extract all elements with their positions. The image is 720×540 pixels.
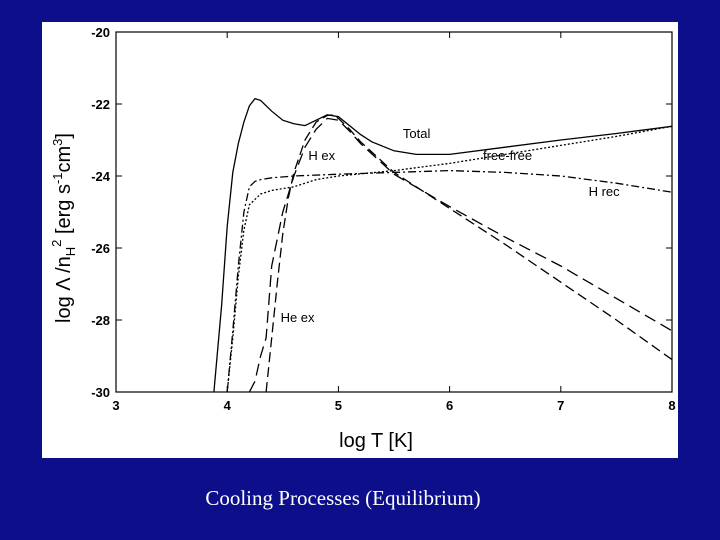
y-tick-label: -20 <box>91 25 110 40</box>
x-axis-label: log T [K] <box>339 430 413 452</box>
y-tick-label: -22 <box>91 97 110 112</box>
series-h-rec <box>226 169 672 392</box>
series-free-free <box>226 125 672 392</box>
series-h-ex <box>265 114 672 392</box>
y-tick-label: -24 <box>91 169 111 184</box>
annotation-h-rec: H rec <box>589 184 621 199</box>
plot-border <box>115 31 673 393</box>
chart-panel: 3 4 5 6 7 8 -30 -28 -26 -24 -22 -20 Total H ex free-f… <box>42 22 678 458</box>
annotation-free-free: free-free <box>483 148 532 163</box>
y-tick-label: -30 <box>91 385 110 400</box>
x-tick-label: 5 <box>335 398 342 413</box>
annotation-total: Total <box>403 126 431 141</box>
series-he-ex <box>248 117 672 392</box>
plot-frame <box>115 31 673 393</box>
cooling-chart: 3 4 5 6 7 8 -30 -28 -26 -24 -22 -20 Total H ex free-f… <box>49 25 676 452</box>
y-tick-label: -28 <box>91 313 110 328</box>
x-tick-label: 8 <box>668 398 675 413</box>
slide-caption: Cooling Processes (Equilibrium) <box>205 486 481 510</box>
x-tick-label: 4 <box>224 398 232 413</box>
x-tick-label: 6 <box>446 398 453 413</box>
series-layer <box>213 97 672 392</box>
x-tick-label: 3 <box>112 398 119 413</box>
x-tick-label: 7 <box>557 398 564 413</box>
annotation-he-ex: He ex <box>281 310 315 325</box>
ticks-layer: 3 4 5 6 7 8 -30 -28 -26 -24 -22 -20 <box>91 25 675 413</box>
y-tick-label: -26 <box>91 241 110 256</box>
annotations-layer: Total H ex free-free H rec He ex <box>281 126 621 325</box>
y-axis-label: log Λ /nH2 [erg s-1cm3] <box>49 133 78 323</box>
series-total <box>213 97 672 392</box>
annotation-h-ex: H ex <box>308 148 335 163</box>
